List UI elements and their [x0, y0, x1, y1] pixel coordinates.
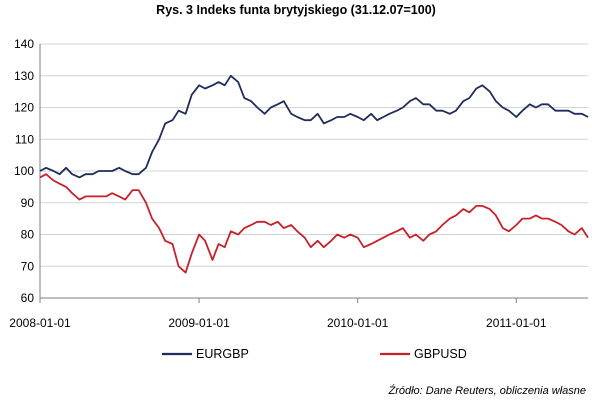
chart-title: Rys. 3 Indeks funta brytyjskiego (31.12.…: [156, 3, 436, 17]
y-tick-label: 120: [14, 101, 34, 115]
series-line-gbpusd: [39, 173, 589, 274]
y-tick-label: 90: [21, 196, 35, 210]
y-tick-label: 80: [21, 228, 35, 242]
x-tick-label: 2011-01-01: [486, 316, 547, 330]
x-tick-label: 2010-01-01: [327, 316, 389, 330]
series-lines: [39, 74, 589, 274]
y-tick-label: 70: [21, 259, 35, 273]
legend-label-gbpusd: GBPUSD: [414, 347, 467, 361]
series-line-eurgbp: [39, 74, 589, 179]
y-tick-label: 100: [14, 164, 34, 178]
x-tick-labels: 2008-01-01 2009-01-01 2010-01-01 2011-01-01: [9, 298, 547, 330]
x-tick-label: 2008-01-01: [9, 316, 71, 330]
legend-label-eurgbp: EURGBP: [196, 347, 249, 361]
y-tick-label: 140: [14, 37, 34, 51]
y-tick-labels: 60 70 80 90 100 110 120 130 140: [14, 37, 34, 305]
x-tick-label: 2009-01-01: [168, 316, 230, 330]
y-tick-label: 130: [14, 69, 34, 83]
y-tick-label: 110: [15, 132, 34, 146]
source-note: Źródło: Dane Reuters, obliczenia własne: [388, 385, 587, 397]
y-tick-label: 60: [21, 291, 35, 305]
legend: EURGBP GBPUSD: [162, 347, 467, 361]
gridlines: [40, 43, 588, 267]
